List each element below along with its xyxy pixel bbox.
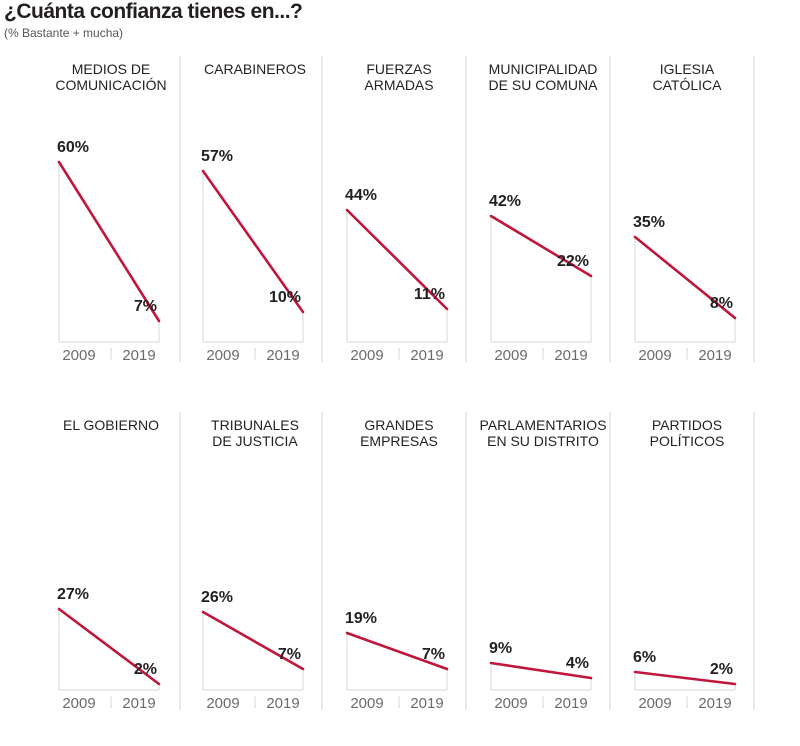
x-tick-label: 2009: [350, 695, 383, 712]
chart-subtitle: (% Bastante + mucha): [4, 26, 124, 40]
x-tick-label: 2019: [122, 347, 155, 364]
panel-title: EL GOBIERNO: [63, 417, 159, 433]
x-tick-label: 2019: [410, 347, 443, 364]
panel-title: POLÍTICOS: [650, 433, 725, 449]
x-tick-label: 2019: [122, 695, 155, 712]
series-line: [489, 214, 593, 278]
panel-title: PARLAMENTARIOS: [479, 417, 606, 433]
x-tick-label: 2019: [554, 695, 587, 712]
panel-title: MUNICIPALIDAD: [489, 61, 598, 77]
x-tick-label: 2009: [638, 347, 671, 364]
x-tick-label: 2009: [494, 347, 527, 364]
x-tick-label: 2009: [350, 347, 383, 364]
x-tick-label: 2019: [698, 347, 731, 364]
data-label-2009: 35%: [633, 214, 665, 231]
data-label-2019: 7%: [422, 646, 445, 663]
panel-title: EMPRESAS: [360, 433, 438, 449]
data-label-2009: 44%: [345, 187, 377, 204]
data-label-2019: 2%: [134, 661, 157, 678]
series-line: [345, 631, 449, 671]
panel-title: CARABINEROS: [204, 61, 306, 77]
data-label-2009: 42%: [489, 193, 521, 210]
data-label-2009: 27%: [57, 586, 89, 603]
panel-title: MEDIOS DE: [72, 61, 151, 77]
data-label-2019: 8%: [710, 295, 733, 312]
series-line: [57, 160, 161, 323]
x-tick-label: 2019: [554, 347, 587, 364]
data-label-2019: 4%: [566, 655, 589, 672]
panel-title: IGLESIA: [660, 61, 715, 77]
x-tick-label: 2009: [62, 347, 95, 364]
data-label-2009: 6%: [633, 649, 656, 666]
x-tick-label: 2009: [62, 695, 95, 712]
chart-title: ¿Cuánta confianza tienes en...?: [4, 0, 303, 23]
panel-title: DE SU COMUNA: [489, 77, 599, 93]
data-label-2019: 7%: [134, 298, 157, 315]
x-tick-label: 2009: [638, 695, 671, 712]
series-line: [633, 670, 737, 686]
panel-title: ARMADAS: [364, 77, 433, 93]
panel-title: GRANDES: [364, 417, 433, 433]
series-line: [201, 169, 305, 314]
x-tick-label: 2009: [206, 695, 239, 712]
x-tick-label: 2009: [206, 347, 239, 364]
x-tick-label: 2019: [266, 695, 299, 712]
series-line: [345, 208, 449, 311]
data-label-2009: 19%: [345, 610, 377, 627]
panel-title: DE JUSTICIA: [212, 433, 298, 449]
data-label-2009: 9%: [489, 640, 512, 657]
x-tick-label: 2019: [410, 695, 443, 712]
series-line: [57, 607, 161, 686]
series-line: [489, 661, 593, 680]
x-tick-label: 2019: [698, 695, 731, 712]
series-line: [633, 235, 737, 320]
x-tick-label: 2019: [266, 347, 299, 364]
series-line: [201, 610, 305, 671]
data-label-2009: 60%: [57, 139, 89, 156]
data-label-2019: 11%: [414, 286, 445, 303]
panel-title: TRIBUNALES: [211, 417, 299, 433]
data-label-2019: 2%: [710, 661, 733, 678]
panel-title: FUERZAS: [366, 61, 431, 77]
data-label-2019: 10%: [269, 289, 301, 306]
data-label-2009: 57%: [201, 148, 233, 165]
panel-title: PARTIDOS: [652, 417, 722, 433]
x-tick-label: 2009: [494, 695, 527, 712]
data-label-2009: 26%: [201, 589, 233, 606]
data-label-2019: 22%: [557, 253, 589, 270]
data-label-2019: 7%: [278, 646, 301, 663]
panel-title: EN SU DISTRITO: [487, 433, 599, 449]
panel-title: CATÓLICA: [653, 77, 723, 93]
panel-title: COMUNICACIÓN: [55, 77, 166, 93]
